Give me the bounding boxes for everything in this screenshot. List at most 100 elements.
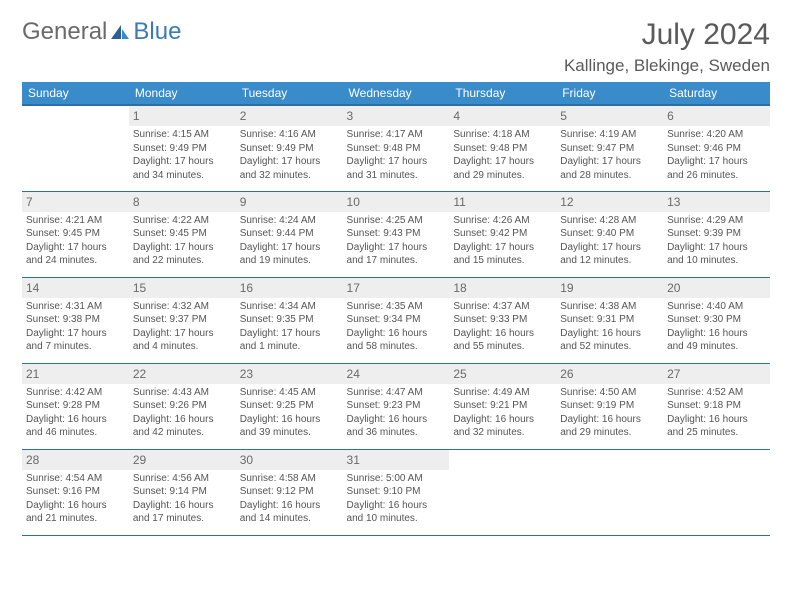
calendar-day-cell: 1Sunrise: 4:15 AMSunset: 9:49 PMDaylight… — [129, 105, 236, 191]
day-number: 26 — [556, 364, 663, 384]
day-info-line: Sunrise: 4:47 AM — [347, 386, 446, 400]
day-info-line: Sunset: 9:33 PM — [453, 313, 552, 327]
calendar-day-cell: 4Sunrise: 4:18 AMSunset: 9:48 PMDaylight… — [449, 105, 556, 191]
day-info-line: and 7 minutes. — [26, 340, 125, 354]
calendar-day-cell: 24Sunrise: 4:47 AMSunset: 9:23 PMDayligh… — [343, 363, 450, 449]
day-info-line: and 25 minutes. — [667, 426, 766, 440]
day-info-line: Daylight: 17 hours — [560, 241, 659, 255]
day-number: 15 — [129, 278, 236, 298]
day-info-line: and 29 minutes. — [560, 426, 659, 440]
day-info-line: Sunset: 9:46 PM — [667, 142, 766, 156]
calendar-day-cell: 5Sunrise: 4:19 AMSunset: 9:47 PMDaylight… — [556, 105, 663, 191]
day-info-line: and 10 minutes. — [667, 254, 766, 268]
day-info-line: Sunset: 9:25 PM — [240, 399, 339, 413]
day-info-line: Daylight: 17 hours — [240, 327, 339, 341]
day-info-line: Sunset: 9:49 PM — [133, 142, 232, 156]
day-info-line: Sunset: 9:48 PM — [347, 142, 446, 156]
calendar-week-row: 7Sunrise: 4:21 AMSunset: 9:45 PMDaylight… — [22, 191, 770, 277]
day-info-line: Daylight: 17 hours — [667, 155, 766, 169]
day-info-line: Daylight: 16 hours — [240, 499, 339, 513]
calendar-week-row: 28Sunrise: 4:54 AMSunset: 9:16 PMDayligh… — [22, 449, 770, 535]
day-info-line: and 52 minutes. — [560, 340, 659, 354]
day-info-line: Sunrise: 4:38 AM — [560, 300, 659, 314]
day-info-line: Daylight: 17 hours — [133, 327, 232, 341]
day-info-line: Sunset: 9:28 PM — [26, 399, 125, 413]
calendar-day-cell: 14Sunrise: 4:31 AMSunset: 9:38 PMDayligh… — [22, 277, 129, 363]
day-info-line: Daylight: 17 hours — [26, 241, 125, 255]
day-info-line: Sunset: 9:44 PM — [240, 227, 339, 241]
day-number: 22 — [129, 364, 236, 384]
day-info-line: Sunrise: 4:17 AM — [347, 128, 446, 142]
day-info-line: Sunrise: 4:35 AM — [347, 300, 446, 314]
day-info-line: and 14 minutes. — [240, 512, 339, 526]
day-info-line: and 22 minutes. — [133, 254, 232, 268]
day-info-line: Sunrise: 4:54 AM — [26, 472, 125, 486]
day-info-line: Daylight: 16 hours — [347, 413, 446, 427]
logo-text-general: General — [22, 18, 107, 46]
day-header-tuesday: Tuesday — [236, 82, 343, 105]
day-info-line: and 10 minutes. — [347, 512, 446, 526]
day-number: 3 — [343, 106, 450, 126]
calendar-day-cell: 9Sunrise: 4:24 AMSunset: 9:44 PMDaylight… — [236, 191, 343, 277]
calendar-empty-cell — [663, 449, 770, 535]
calendar-day-cell: 26Sunrise: 4:50 AMSunset: 9:19 PMDayligh… — [556, 363, 663, 449]
day-info-line: Sunset: 9:34 PM — [347, 313, 446, 327]
calendar-day-cell: 29Sunrise: 4:56 AMSunset: 9:14 PMDayligh… — [129, 449, 236, 535]
day-info-line: Sunset: 9:10 PM — [347, 485, 446, 499]
day-info-line: Daylight: 17 hours — [667, 241, 766, 255]
day-info-line: Sunset: 9:26 PM — [133, 399, 232, 413]
day-number: 13 — [663, 192, 770, 212]
day-number: 30 — [236, 450, 343, 470]
day-info-line: Sunset: 9:45 PM — [26, 227, 125, 241]
day-number: 16 — [236, 278, 343, 298]
day-number: 25 — [449, 364, 556, 384]
calendar-day-cell: 31Sunrise: 5:00 AMSunset: 9:10 PMDayligh… — [343, 449, 450, 535]
day-number: 9 — [236, 192, 343, 212]
day-info-line: Sunset: 9:42 PM — [453, 227, 552, 241]
day-info-line: Sunset: 9:48 PM — [453, 142, 552, 156]
day-number — [556, 450, 663, 470]
day-info-line: Daylight: 16 hours — [240, 413, 339, 427]
day-info-line: Sunset: 9:38 PM — [26, 313, 125, 327]
day-info-line: Daylight: 17 hours — [26, 327, 125, 341]
calendar-day-cell: 20Sunrise: 4:40 AMSunset: 9:30 PMDayligh… — [663, 277, 770, 363]
calendar-day-cell: 10Sunrise: 4:25 AMSunset: 9:43 PMDayligh… — [343, 191, 450, 277]
day-info-line: Daylight: 16 hours — [667, 413, 766, 427]
logo: General Blue — [22, 18, 181, 46]
day-info-line: Sunrise: 4:29 AM — [667, 214, 766, 228]
day-info-line: Daylight: 16 hours — [26, 499, 125, 513]
day-info-line: Sunrise: 4:25 AM — [347, 214, 446, 228]
calendar-day-cell: 11Sunrise: 4:26 AMSunset: 9:42 PMDayligh… — [449, 191, 556, 277]
day-number: 18 — [449, 278, 556, 298]
day-info-line: Sunset: 9:40 PM — [560, 227, 659, 241]
day-info-line: Sunset: 9:19 PM — [560, 399, 659, 413]
day-info-line: Sunset: 9:31 PM — [560, 313, 659, 327]
calendar-body: 1Sunrise: 4:15 AMSunset: 9:49 PMDaylight… — [22, 105, 770, 535]
day-number: 6 — [663, 106, 770, 126]
day-info-line: Sunrise: 4:26 AM — [453, 214, 552, 228]
day-info-line: and 58 minutes. — [347, 340, 446, 354]
day-info-line: Sunrise: 4:37 AM — [453, 300, 552, 314]
day-info-line: Sunrise: 4:49 AM — [453, 386, 552, 400]
day-info-line: Daylight: 17 hours — [453, 155, 552, 169]
calendar-table: SundayMondayTuesdayWednesdayThursdayFrid… — [22, 82, 770, 536]
day-info-line: Sunrise: 4:16 AM — [240, 128, 339, 142]
day-header-friday: Friday — [556, 82, 663, 105]
calendar-day-cell: 28Sunrise: 4:54 AMSunset: 9:16 PMDayligh… — [22, 449, 129, 535]
day-info-line: Sunset: 9:14 PM — [133, 485, 232, 499]
calendar-header-row: SundayMondayTuesdayWednesdayThursdayFrid… — [22, 82, 770, 105]
calendar-day-cell: 12Sunrise: 4:28 AMSunset: 9:40 PMDayligh… — [556, 191, 663, 277]
day-info-line: Daylight: 17 hours — [347, 155, 446, 169]
day-info-line: and 39 minutes. — [240, 426, 339, 440]
day-number: 24 — [343, 364, 450, 384]
title-block: July 2024 Kallinge, Blekinge, Sweden — [564, 18, 770, 76]
day-header-wednesday: Wednesday — [343, 82, 450, 105]
day-info-line: Sunset: 9:16 PM — [26, 485, 125, 499]
day-info-line: Daylight: 16 hours — [560, 327, 659, 341]
day-number: 12 — [556, 192, 663, 212]
day-number: 19 — [556, 278, 663, 298]
day-number: 29 — [129, 450, 236, 470]
calendar-day-cell: 2Sunrise: 4:16 AMSunset: 9:49 PMDaylight… — [236, 105, 343, 191]
day-info-line: Daylight: 17 hours — [240, 155, 339, 169]
day-info-line: Sunset: 9:45 PM — [133, 227, 232, 241]
